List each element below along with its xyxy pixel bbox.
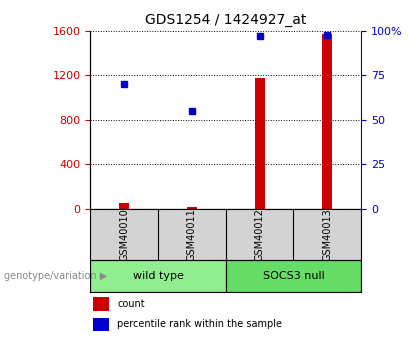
Title: GDS1254 / 1424927_at: GDS1254 / 1424927_at <box>145 13 307 27</box>
Text: GSM40011: GSM40011 <box>187 208 197 261</box>
Bar <box>187 207 197 209</box>
Text: GSM40013: GSM40013 <box>322 208 332 261</box>
Bar <box>119 203 129 209</box>
Text: count: count <box>118 299 145 309</box>
Text: GSM40012: GSM40012 <box>255 208 265 261</box>
Text: genotype/variation ▶: genotype/variation ▶ <box>4 271 108 281</box>
Text: percentile rank within the sample: percentile rank within the sample <box>118 319 282 329</box>
Text: SOCS3 null: SOCS3 null <box>262 271 324 281</box>
Bar <box>93 297 109 311</box>
Bar <box>255 78 265 209</box>
Bar <box>226 260 361 292</box>
Bar <box>90 260 226 292</box>
Bar <box>322 34 332 209</box>
Bar <box>93 318 109 331</box>
Text: GSM40010: GSM40010 <box>119 208 129 261</box>
Text: wild type: wild type <box>133 271 184 281</box>
